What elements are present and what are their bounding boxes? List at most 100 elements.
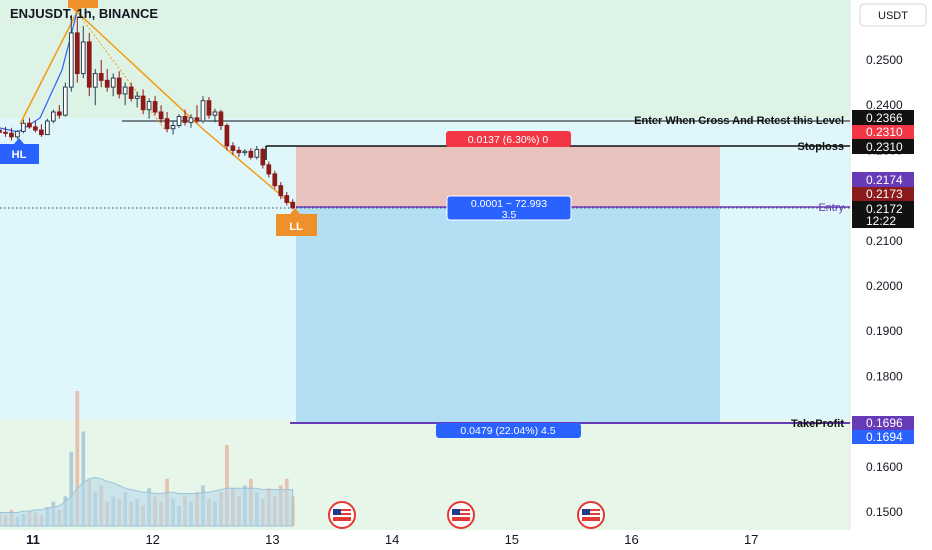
- price-axis-panel[interactable]: [850, 0, 932, 550]
- candle-body: [45, 120, 50, 136]
- volume-bar: [69, 451, 74, 526]
- candle-body: [9, 132, 14, 138]
- candle-body: [62, 86, 68, 116]
- price-tick-label: 0.2100: [866, 234, 903, 248]
- hl-label[interactable]: HL: [0, 138, 39, 164]
- candle-body: [74, 32, 80, 75]
- currency-button[interactable]: USDT: [859, 3, 927, 27]
- price-tag-takeprofit-text: 0.1696: [866, 416, 903, 430]
- candle-body: [21, 122, 26, 132]
- candle-body: [254, 148, 260, 158]
- candle-body: [248, 150, 254, 158]
- time-tick-label: 16: [624, 532, 638, 547]
- risk-badge[interactable]: 0.0137 (6.30%) 0: [446, 131, 571, 147]
- time-tick-label: 12: [145, 532, 159, 547]
- price-tag-target[interactable]: 0.1694: [852, 430, 914, 444]
- candle-body: [218, 111, 224, 127]
- candle-body: [68, 32, 74, 88]
- us-flag-event-icon[interactable]: [328, 501, 356, 529]
- price-tag-takeprofit[interactable]: 0.1696: [852, 416, 914, 430]
- candle-body: [92, 73, 98, 88]
- candle-body: [206, 100, 212, 116]
- price-tag-stoploss[interactable]: 0.2310: [852, 139, 914, 154]
- candlesticks[interactable]: [0, 14, 296, 210]
- candle-body: [236, 149, 242, 154]
- time-axis-panel[interactable]: [0, 530, 932, 550]
- candle-body: [230, 145, 236, 151]
- hl-label-text: HL: [12, 149, 27, 161]
- candle-body: [80, 41, 86, 75]
- candle-body: [39, 129, 44, 136]
- entry-badge-line1: 0.0001 ~ 72.993: [471, 198, 547, 210]
- price-tag-stoploss-text: 0.2310: [866, 140, 903, 154]
- target-badge[interactable]: 0.0479 (22.04%) 4.5: [436, 423, 581, 438]
- symbol-title[interactable]: ENJUSDT, 1h, BINANCE: [10, 6, 158, 21]
- volume-moving-average: [0, 476, 294, 527]
- price-axis-labels: 0.25000.24000.23000.21000.20000.19000.18…: [866, 53, 903, 519]
- hl-leg-line: [0, 11, 78, 133]
- price-tag-retest[interactable]: 0.2366: [852, 110, 914, 125]
- candle-body: [266, 164, 272, 175]
- candle-body: [284, 195, 290, 203]
- price-tag-last-price[interactable]: 0.2172 12:22: [852, 201, 914, 228]
- candle-body: [158, 111, 164, 120]
- candle-body: [272, 173, 278, 187]
- risk-badge-text: 0.0137 (6.30%) 0: [468, 134, 549, 146]
- entry-badge[interactable]: 0.0001 ~ 72.993 3.5: [446, 195, 572, 221]
- takeprofit-label: TakeProfit: [791, 418, 844, 430]
- price-tag-stop-red-text: 0.2310: [866, 125, 903, 139]
- us-flag-event-icon[interactable]: [577, 501, 605, 529]
- price-tick-label: 0.2400: [866, 98, 903, 112]
- target-badge-text: 0.0479 (22.04%) 4.5: [460, 425, 555, 437]
- candle-body: [86, 41, 92, 88]
- candle-body: [260, 148, 266, 166]
- price-tag-purple-entry-text: 0.2174: [866, 173, 903, 187]
- candle-body: [176, 116, 182, 127]
- price-tag-retest-text: 0.2366: [866, 111, 903, 125]
- candle-body: [128, 86, 134, 99]
- price-tag-stop-red[interactable]: 0.2310: [852, 125, 914, 139]
- candle-body: [290, 201, 296, 209]
- volume-bar: [225, 445, 229, 526]
- candle-body: [98, 73, 104, 81]
- currency-button-label: USDT: [878, 10, 908, 22]
- top-pivot-marker: [68, 0, 98, 14]
- price-tick-label: 0.1600: [866, 460, 903, 474]
- time-tick-label: 11: [26, 532, 40, 547]
- price-tick-label: 0.2500: [866, 53, 903, 67]
- price-tick-label: 0.2000: [866, 279, 903, 293]
- volume-bar: [75, 391, 80, 526]
- candle-body: [122, 86, 128, 95]
- candle-body: [170, 125, 176, 130]
- us-flag-event-icon[interactable]: [447, 501, 475, 529]
- candle-body: [27, 122, 32, 128]
- ll-label[interactable]: LL: [276, 208, 317, 236]
- price-tag-target-text: 0.1694: [866, 430, 903, 444]
- candle-body: [194, 117, 200, 122]
- zigzag-line[interactable]: [19, 10, 296, 208]
- price-tag-dark-red[interactable]: 0.2173: [852, 187, 914, 201]
- countdown-text: 12:22: [866, 214, 896, 228]
- entry-badge-line2: 3.5: [502, 209, 517, 221]
- candle-body: [3, 131, 8, 134]
- price-tag-purple-entry[interactable]: 0.2174: [852, 172, 914, 187]
- entry-label: Entry: [818, 202, 844, 214]
- candle-body: [0, 129, 2, 133]
- candle-body: [164, 118, 170, 130]
- candle-body: [242, 150, 248, 154]
- candle-body: [278, 185, 284, 197]
- candle-body: [188, 117, 194, 123]
- ll-label-text: LL: [289, 221, 303, 233]
- candle-body: [104, 79, 110, 88]
- candle-body: [212, 111, 218, 116]
- candle-body: [116, 77, 122, 95]
- price-tick-label: 0.1500: [866, 505, 903, 519]
- reward-zone[interactable]: [296, 207, 720, 422]
- candle-body: [152, 101, 158, 113]
- retest-level-label: Enter When Cross And Retest this Level: [634, 115, 844, 127]
- time-tick-label: 13: [265, 532, 279, 547]
- time-tick-label: 17: [744, 532, 758, 547]
- price-tick-label: 0.1800: [866, 369, 903, 383]
